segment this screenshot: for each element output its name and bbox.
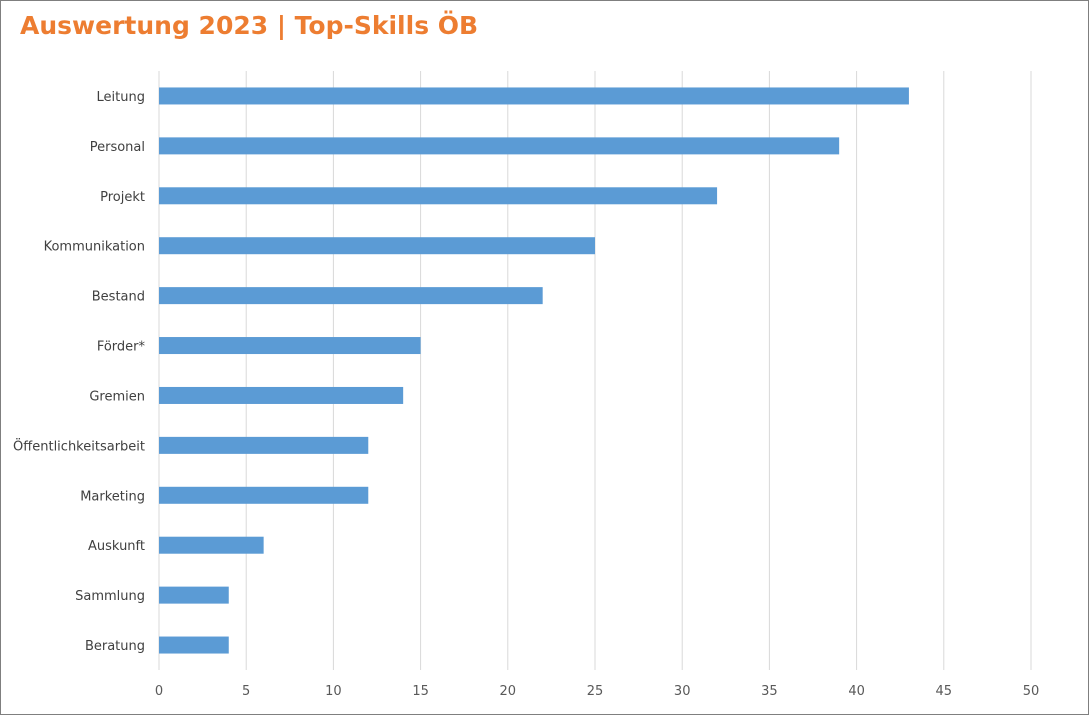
category-label: Leitung — [97, 90, 145, 105]
bar — [159, 436, 369, 454]
bar — [159, 137, 840, 155]
bar — [159, 337, 421, 355]
bar — [159, 287, 543, 305]
x-tick-label: 10 — [325, 684, 342, 699]
x-tick-label: 35 — [761, 684, 778, 699]
category-label: Öffentlichkeitsarbeit — [13, 437, 145, 454]
category-labels: Leitung Personal Projekt Kommunikation Besta… — [13, 90, 145, 654]
category-label: Kommunikation — [44, 240, 145, 255]
bars — [159, 87, 909, 654]
x-tick-label: 50 — [1023, 684, 1040, 699]
x-axis-tick-labels: 0 5 10 15 20 25 30 35 40 45 50 — [155, 684, 1039, 699]
bar — [159, 87, 909, 105]
bar — [159, 636, 229, 654]
bar — [159, 536, 264, 554]
category-label: Sammlung — [75, 589, 145, 604]
x-tick-label: 20 — [500, 684, 517, 699]
x-tick-label: 25 — [587, 684, 604, 699]
x-tick-label: 15 — [412, 684, 429, 699]
x-tick-label: 45 — [936, 684, 953, 699]
category-label: Förder* — [97, 340, 146, 355]
x-tick-label: 30 — [674, 684, 691, 699]
x-tick-label: 40 — [848, 684, 865, 699]
bar — [159, 386, 404, 404]
category-label: Personal — [90, 140, 145, 155]
bar — [159, 586, 229, 604]
category-label: Marketing — [80, 489, 145, 504]
x-tick-label: 5 — [242, 684, 250, 699]
category-label: Gremien — [89, 389, 145, 404]
category-label: Auskunft — [88, 539, 145, 554]
category-label: Bestand — [92, 290, 145, 305]
bar — [159, 237, 595, 255]
chart-title: Auswertung 2023 | Top-Skills ÖB — [20, 11, 479, 40]
gridlines — [158, 71, 1032, 670]
bar — [159, 187, 718, 205]
category-label: Projekt — [100, 190, 145, 205]
x-tick-label: 0 — [155, 684, 163, 699]
bar — [159, 486, 369, 504]
category-label: Beratung — [85, 639, 145, 654]
